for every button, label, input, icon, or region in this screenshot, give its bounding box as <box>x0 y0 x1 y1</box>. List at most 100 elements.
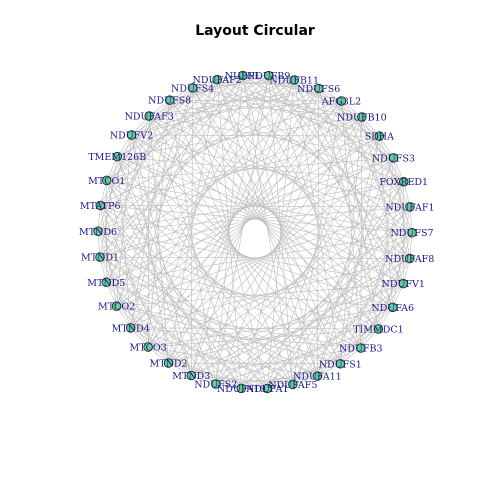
node-ndufs1[interactable] <box>335 359 346 369</box>
node-mtnd6[interactable] <box>93 226 103 237</box>
node-ndufb9[interactable] <box>263 70 274 81</box>
node-label: NDUFB9 <box>247 71 291 82</box>
node-ndufv2[interactable] <box>126 130 137 140</box>
node-ndufaf1[interactable] <box>405 202 415 212</box>
node-mtnd4[interactable] <box>125 323 136 333</box>
node-mtnd1[interactable] <box>95 252 105 262</box>
edge <box>192 87 362 349</box>
node-ndufs3[interactable] <box>388 153 399 163</box>
edge <box>131 88 319 136</box>
edge <box>242 75 318 377</box>
edge <box>241 363 341 389</box>
node-ndufa1[interactable] <box>262 383 272 394</box>
node-ndufaf2[interactable] <box>212 74 222 85</box>
node-label: NDUFA6 <box>371 303 414 314</box>
node-ndufv1[interactable] <box>398 278 409 289</box>
edge <box>192 87 404 284</box>
edge <box>216 79 393 308</box>
node-ndufa11[interactable] <box>312 371 323 381</box>
edge <box>130 327 379 330</box>
node-sdha[interactable] <box>374 131 385 141</box>
node-label: NDUFAF2 <box>193 75 242 86</box>
edge <box>217 79 380 137</box>
edge <box>190 75 269 376</box>
edge <box>99 75 269 258</box>
node-ndufa10[interactable] <box>236 383 247 394</box>
node-mtco1[interactable] <box>101 175 112 186</box>
edge <box>131 79 218 136</box>
edge <box>100 79 218 206</box>
edge <box>149 75 243 117</box>
node-label: NDUFS7 <box>390 228 433 239</box>
node-label: MTCO1 <box>88 176 125 187</box>
edge <box>100 88 319 206</box>
node-label: NDUFA1 <box>246 384 289 395</box>
edge <box>106 79 218 283</box>
edge <box>267 347 361 389</box>
node-label: NDUFB10 <box>337 112 387 123</box>
edge <box>131 134 192 376</box>
edge <box>116 305 361 349</box>
edge <box>131 134 411 208</box>
edge <box>169 75 269 101</box>
edge <box>340 283 404 365</box>
edge <box>130 87 193 328</box>
node-ndufs4[interactable] <box>187 83 198 93</box>
node-ndufb10[interactable] <box>357 112 367 122</box>
edge <box>148 346 242 389</box>
edge <box>341 100 404 182</box>
node-tmem126b[interactable] <box>112 151 123 162</box>
node-mtatp6[interactable] <box>95 200 106 211</box>
edge <box>148 115 169 364</box>
edge <box>116 79 218 307</box>
node-afg3l2[interactable] <box>336 96 347 106</box>
edge <box>215 232 413 385</box>
edge <box>149 115 393 308</box>
node-ndufaf3[interactable] <box>144 111 154 121</box>
edge <box>99 115 150 206</box>
node-nubpl[interactable] <box>238 70 248 81</box>
node-ndufs6[interactable] <box>313 83 324 94</box>
edge <box>242 75 294 385</box>
node-mtco2[interactable] <box>111 301 122 311</box>
node-mtnd2[interactable] <box>163 358 174 368</box>
edge <box>360 258 411 349</box>
edge <box>242 75 404 182</box>
edge <box>105 115 150 283</box>
edge <box>97 79 295 232</box>
plot-title: Layout Circular <box>195 23 315 39</box>
node-ndufs8[interactable] <box>164 95 175 105</box>
edge <box>116 305 192 376</box>
node-mtnd3[interactable] <box>186 370 197 381</box>
edge <box>341 100 362 349</box>
node-mtco3[interactable] <box>143 342 153 352</box>
node-timmdc1[interactable] <box>373 324 384 334</box>
node-ndufaf5[interactable] <box>288 379 298 390</box>
node-mtnd5[interactable] <box>101 277 112 288</box>
edge <box>97 134 132 232</box>
node-label: NDUFB11 <box>269 75 319 86</box>
edge <box>169 99 362 118</box>
edge <box>268 75 362 118</box>
node-ndufb11[interactable] <box>289 75 299 85</box>
edge <box>318 88 379 330</box>
node-ndufaf8[interactable] <box>404 253 415 264</box>
node-ndufb3[interactable] <box>356 343 366 353</box>
edge <box>192 79 295 89</box>
edge <box>106 282 169 364</box>
node-ndufs2[interactable] <box>211 379 221 389</box>
node-label: NDUFV2 <box>110 131 153 142</box>
edge <box>241 206 411 389</box>
node-ndufs7[interactable] <box>407 227 417 238</box>
node-ndufa6[interactable] <box>387 302 398 313</box>
edge <box>149 100 342 117</box>
edge <box>268 75 404 284</box>
edge <box>339 116 363 364</box>
edge <box>99 256 379 330</box>
edge <box>147 157 394 348</box>
node-foxred1[interactable] <box>398 176 409 187</box>
edge <box>216 79 413 233</box>
edge <box>97 231 294 385</box>
